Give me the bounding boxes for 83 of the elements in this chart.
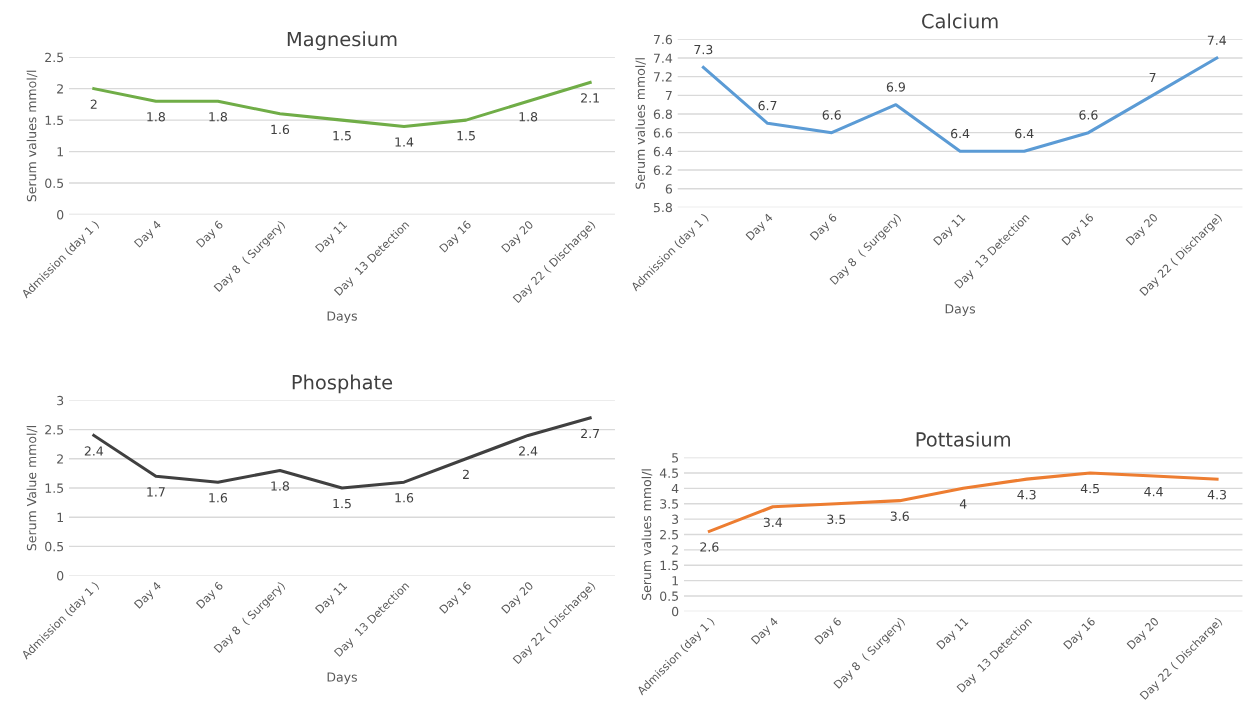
y-tick-label: 6.8 <box>653 109 672 119</box>
y-tick-label: 0.5 <box>45 541 64 552</box>
data-label: 3.4 <box>763 517 783 528</box>
chart-title: Calcium <box>922 13 998 29</box>
y-tick-label: 4 <box>671 483 679 494</box>
data-label: 1.8 <box>147 112 165 122</box>
y-tick-label: 1 <box>57 147 64 157</box>
y-tick-label: 4.5 <box>659 468 679 478</box>
y-tick-label: 0.5 <box>45 178 64 188</box>
data-label: 4.3 <box>1207 489 1226 500</box>
data-label: 1.5 <box>457 131 475 141</box>
y-axis-title: Serum values mmol/l <box>641 469 653 600</box>
data-label: 2 <box>90 99 97 109</box>
data-label: 1.5 <box>333 131 351 141</box>
y-tick-label: 2.5 <box>660 529 679 540</box>
data-label: 4.5 <box>1080 483 1099 494</box>
y-tick-label: 2 <box>57 454 63 464</box>
y-tick-label: 6.4 <box>653 146 673 157</box>
data-label: 1.6 <box>209 492 228 503</box>
y-tick-label: 7.4 <box>653 53 673 63</box>
data-label: 2.6 <box>700 542 719 552</box>
data-label: 2.1 <box>581 93 599 103</box>
data-label: 1.6 <box>271 124 290 135</box>
y-tick-label: 0.5 <box>660 591 679 601</box>
data-label: 6.4 <box>951 128 970 139</box>
y-tick-label: 7 <box>665 90 672 101</box>
data-label: 6.9 <box>886 82 905 92</box>
y-tick-label: 0 <box>671 606 679 617</box>
data-label: 1.8 <box>271 481 290 491</box>
data-label: 6.4 <box>1015 128 1034 139</box>
y-tick-label: 6.6 <box>653 128 673 138</box>
line-series <box>701 56 1219 153</box>
y-tick-label: 0 <box>57 209 64 220</box>
chart-title: Magnesium <box>287 31 397 51</box>
data-label: 3.6 <box>890 511 909 521</box>
data-label: 2 <box>463 469 469 479</box>
y-tick-label: 1.5 <box>45 483 64 493</box>
data-label: 4.4 <box>1144 487 1163 497</box>
x-axis-title: Days <box>327 672 357 685</box>
data-label: 7 <box>1149 73 1156 83</box>
data-label: 7.4 <box>1207 35 1227 45</box>
data-label: 4.3 <box>1017 489 1036 500</box>
data-label: 4 <box>959 499 967 509</box>
y-tick-label: 2.5 <box>45 52 64 63</box>
data-label: 2.7 <box>581 428 600 439</box>
data-label: 1.8 <box>519 112 538 122</box>
data-label: 1.5 <box>333 498 351 509</box>
chart-title: Phosphate <box>292 374 393 394</box>
y-tick-label: 7.2 <box>653 72 672 82</box>
y-tick-label: 1.5 <box>45 115 64 126</box>
y-axis-title: Serum values mmol/l <box>26 70 38 202</box>
data-label: 6.6 <box>822 110 841 120</box>
data-label: 1.7 <box>147 487 165 497</box>
y-tick-label: 0 <box>57 571 64 581</box>
data-label: 1.6 <box>395 492 414 503</box>
y-tick-label: 3 <box>672 514 679 525</box>
y-tick-label: 2.5 <box>45 425 64 435</box>
y-tick-label: 5.8 <box>653 202 672 213</box>
data-label: 2.4 <box>84 446 104 456</box>
data-label: 2.4 <box>519 446 538 456</box>
x-axis-title: Days <box>945 304 976 316</box>
x-tick-label: Day 6 <box>814 616 844 647</box>
y-tick-label: 2 <box>672 545 678 555</box>
y-tick-label: 1 <box>57 512 64 522</box>
y-tick-label: 5 <box>672 453 679 463</box>
y-tick-label: 6 <box>665 184 673 194</box>
y-axis-title: Serum values mmol/l <box>635 58 646 189</box>
y-tick-label: 1 <box>672 576 678 586</box>
y-tick-label: 1.5 <box>660 560 679 571</box>
data-label: 1.8 <box>209 112 227 122</box>
y-tick-label: 3 <box>57 395 64 406</box>
data-label: 7.3 <box>694 44 713 55</box>
data-label: 6.6 <box>1079 110 1098 120</box>
y-tick-label: 3.5 <box>660 499 679 509</box>
y-tick-label: 6.2 <box>653 165 672 175</box>
data-label: 6.7 <box>758 100 777 111</box>
y-tick-label: 7.6 <box>653 34 673 45</box>
data-label: 1.4 <box>395 137 414 147</box>
y-tick-label: 2 <box>57 84 63 94</box>
data-label: 3.5 <box>827 514 846 525</box>
chart-title: Pottasium <box>916 431 1010 447</box>
y-axis-title: Serum Value mmol/l <box>26 426 38 551</box>
x-axis-title: Days <box>327 311 357 324</box>
